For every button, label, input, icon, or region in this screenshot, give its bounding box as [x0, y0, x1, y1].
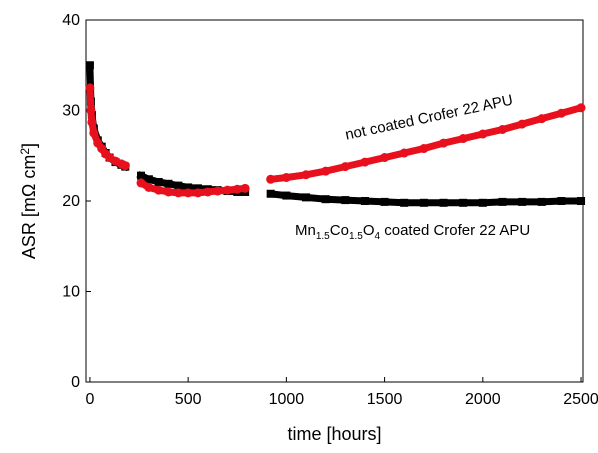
data-point	[266, 189, 275, 198]
x-tick-label: 2500	[563, 391, 598, 408]
data-point	[498, 197, 507, 206]
data-point	[222, 185, 232, 195]
data-point	[184, 183, 193, 192]
annotation-coated: Mn1.5Co1.5O4 coated Crofer 22 APU	[295, 222, 530, 242]
data-point	[193, 188, 203, 198]
data-point	[399, 148, 409, 158]
y-axis-label-main: ASR [mΩ cm	[19, 155, 39, 259]
x-tick-label: 2000	[465, 391, 501, 408]
series-1	[85, 83, 586, 198]
data-point	[266, 174, 276, 184]
data-point	[85, 83, 95, 93]
data-point	[360, 157, 370, 167]
y-tick-label: 10	[62, 284, 80, 301]
annot-coated-sub3: 4	[375, 231, 381, 242]
y-axis-ticks: 0 10 20 30 40	[62, 12, 91, 391]
data-point	[478, 198, 487, 207]
data-point	[301, 170, 311, 180]
data-point	[321, 195, 330, 204]
data-point	[281, 172, 291, 182]
data-point	[517, 119, 527, 129]
data-point	[183, 188, 193, 198]
annot-coated-sub1: 1.5	[316, 231, 330, 242]
data-point	[193, 184, 202, 193]
x-tick-label: 1000	[269, 391, 305, 408]
data-point	[164, 187, 174, 197]
y-tick-label: 30	[62, 103, 80, 120]
annot-coated-sub2: 1.5	[349, 231, 363, 242]
series-layer	[85, 61, 586, 207]
annot-coated-o: O	[363, 222, 375, 239]
data-point	[341, 196, 350, 205]
data-point	[419, 144, 429, 154]
y-axis-label: ASR [mΩ cm2]	[18, 143, 39, 259]
data-point	[497, 125, 507, 135]
data-point	[537, 197, 546, 206]
y-tick-label: 40	[62, 12, 80, 29]
data-point	[556, 108, 566, 118]
data-point	[419, 198, 428, 207]
data-point	[213, 186, 223, 196]
data-point	[321, 166, 331, 176]
data-point	[380, 153, 390, 163]
x-axis-ticks: 0 500 1000 1500 2000 2500	[85, 377, 598, 408]
data-point	[459, 198, 468, 207]
axes: 0 10 20 30 40 0 500 1000 1500 2000 2500 time [hou…	[18, 12, 598, 444]
data-point	[240, 183, 250, 193]
data-point	[87, 117, 97, 127]
data-point	[173, 188, 183, 198]
data-point	[537, 114, 547, 124]
data-point	[282, 191, 291, 200]
annot-coated-rest: coated Crofer 22 APU	[380, 222, 530, 239]
data-point	[518, 197, 527, 206]
data-point	[120, 161, 130, 171]
data-point	[458, 134, 468, 144]
x-tick-label: 500	[175, 391, 202, 408]
data-point	[144, 182, 154, 192]
data-point	[137, 171, 146, 180]
data-point	[154, 185, 164, 195]
y-axis-label-sup: 2	[18, 148, 32, 155]
data-point	[478, 129, 488, 139]
data-point	[154, 177, 163, 186]
x-tick-label: 0	[85, 391, 94, 408]
data-point	[380, 197, 389, 206]
data-point	[439, 138, 449, 148]
data-point	[85, 61, 94, 70]
annot-coated-co: Co	[330, 222, 349, 239]
x-tick-label: 1500	[367, 391, 403, 408]
x-axis-label: time [hours]	[287, 424, 381, 444]
series-0	[85, 61, 586, 207]
data-point	[89, 128, 99, 138]
data-point	[203, 187, 213, 197]
data-point	[439, 198, 448, 207]
y-tick-label: 0	[71, 374, 80, 391]
y-tick-label: 20	[62, 193, 80, 210]
annot-coated-mn: Mn	[295, 222, 316, 239]
data-point	[232, 184, 242, 194]
data-point	[400, 198, 409, 207]
data-point	[144, 175, 153, 184]
data-point	[577, 197, 586, 205]
data-point	[164, 179, 173, 188]
data-point	[136, 178, 146, 188]
data-point	[174, 181, 183, 190]
data-point	[576, 103, 586, 113]
data-point	[360, 197, 369, 205]
data-point	[340, 162, 350, 172]
y-axis-label-close: ]	[19, 143, 39, 148]
data-point	[302, 193, 311, 202]
data-point	[86, 106, 96, 115]
data-point	[557, 197, 566, 205]
